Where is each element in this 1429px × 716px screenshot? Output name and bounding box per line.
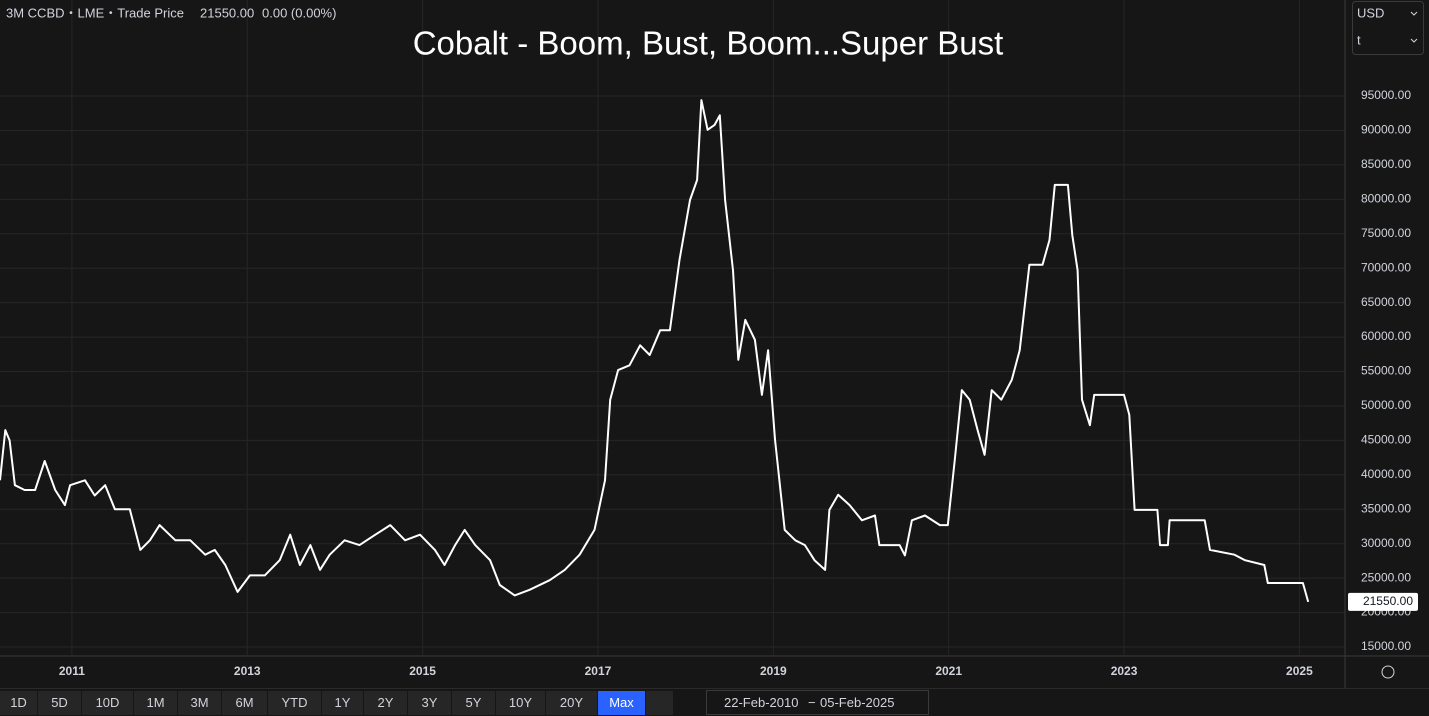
y-tick-label: 90000.00 — [1361, 123, 1411, 137]
symbol-info: 3M CCBD・LME・Trade Price — [6, 5, 184, 20]
x-tick-label: 2011 — [59, 664, 85, 678]
range-button[interactable]: 10Y — [496, 691, 546, 715]
range-button[interactable]: 1Y — [322, 691, 364, 715]
range-button[interactable]: 20Y — [546, 691, 598, 715]
x-tick-label: 2017 — [585, 664, 612, 678]
y-tick-label: 50000.00 — [1361, 398, 1411, 412]
y-tick-label: 55000.00 — [1361, 364, 1411, 378]
date-to: 05-Feb-2025 — [820, 695, 895, 710]
range-button[interactable]: 2Y — [364, 691, 408, 715]
y-tick-label: 40000.00 — [1361, 467, 1411, 481]
y-tick-label: 35000.00 — [1361, 501, 1411, 515]
y-tick-label: 65000.00 — [1361, 295, 1411, 309]
y-tick-label: 75000.00 — [1361, 226, 1411, 240]
y-tick-label: 15000.00 — [1361, 639, 1411, 653]
settings-icon[interactable] — [1381, 665, 1395, 679]
y-tick-label: 80000.00 — [1361, 191, 1411, 205]
range-button[interactable]: YTD — [268, 691, 322, 715]
chart: 3M CCBD・LME・Trade Price 21550.00 0.00 (0… — [0, 0, 1429, 688]
price-change: 0.00 (0.00%) — [262, 5, 336, 20]
y-tick-label: 85000.00 — [1361, 157, 1411, 171]
range-button[interactable]: 5D — [38, 691, 82, 715]
currency-box[interactable] — [1352, 1, 1424, 55]
range-button[interactable]: 6M — [222, 691, 268, 715]
y-tick-label: 95000.00 — [1361, 88, 1411, 102]
price-line — [0, 99, 1310, 603]
y-tick-label: 45000.00 — [1361, 433, 1411, 447]
dropdown-chevron — [1410, 11, 1418, 43]
currency[interactable]: USD — [1357, 5, 1384, 20]
last-price: 21550.00 — [200, 5, 254, 20]
chart-title: Cobalt - Boom, Bust, Boom...Super Bust — [413, 25, 1004, 62]
x-tick-label: 2025 — [1286, 664, 1313, 678]
range-button[interactable]: 5Y — [452, 691, 496, 715]
range-button[interactable]: Max — [598, 691, 646, 715]
x-tick-label: 2021 — [935, 664, 962, 678]
background — [0, 0, 1429, 688]
y-tick-label: 30000.00 — [1361, 536, 1411, 550]
y-tick-label: 25000.00 — [1361, 570, 1411, 584]
y-tick-label: 70000.00 — [1361, 260, 1411, 274]
unit[interactable]: t — [1357, 32, 1361, 47]
plot — [0, 0, 1345, 655]
range-button[interactable]: 1M — [134, 691, 178, 715]
last-price-box — [1348, 592, 1418, 611]
x-tick-label: 2019 — [760, 664, 787, 678]
range-button[interactable]: 3Y — [408, 691, 452, 715]
x-tick-label: 2023 — [1111, 664, 1138, 678]
last-price-label: 21550.00 — [1363, 594, 1413, 608]
range-button[interactable]: 1D — [0, 691, 38, 715]
settings-button[interactable] — [646, 691, 674, 715]
range-button[interactable]: 10D — [82, 691, 134, 715]
x-tick-label: 2013 — [234, 664, 261, 678]
x-tick-label: 2015 — [409, 664, 436, 678]
date-range[interactable]: 22-Feb-2010 − 05-Feb-2025 — [706, 690, 929, 715]
y-tick-label: 60000.00 — [1361, 329, 1411, 343]
date-separator: − — [808, 695, 816, 710]
date-from: 22-Feb-2010 — [724, 695, 799, 710]
range-button[interactable]: 3M — [178, 691, 222, 715]
toolbar: 22-Feb-2010 − 05-Feb-2025 1D 5D 10D 1M 3M 6M Y… — [0, 688, 1429, 716]
